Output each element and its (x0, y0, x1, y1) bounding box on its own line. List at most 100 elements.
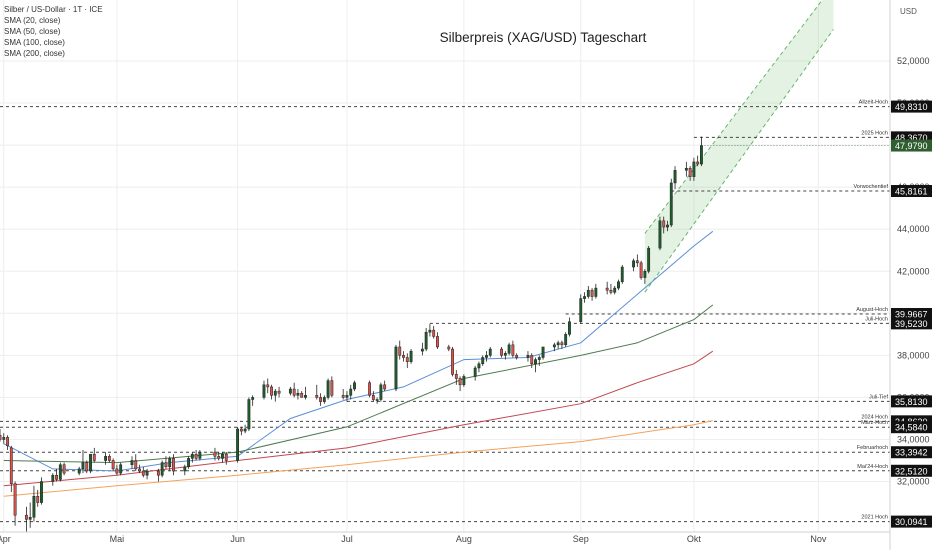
candle-body (609, 289, 613, 293)
candle (477, 361, 481, 373)
legend-sma-200: SMA (200, close) (4, 49, 65, 58)
level-tag-box (891, 446, 932, 459)
candle (383, 380, 387, 392)
candle-body (696, 161, 700, 165)
candle (2, 433, 6, 444)
candle-body (0, 435, 2, 440)
current-price-box (891, 139, 932, 152)
candle (236, 426, 240, 463)
candle-body (375, 399, 379, 401)
candle-body (613, 287, 617, 293)
candle-body (488, 348, 492, 356)
candle (9, 445, 13, 493)
candle (579, 294, 583, 324)
candle (164, 456, 168, 469)
candle (394, 344, 398, 392)
candle-body (262, 384, 266, 398)
candle-body (239, 428, 243, 432)
candle-body (658, 220, 662, 249)
candle-body (639, 262, 643, 278)
candle (405, 353, 409, 368)
x-tick-label: Jul (341, 534, 353, 544)
candle (51, 473, 55, 486)
axes (0, 0, 891, 550)
candle-body (115, 468, 119, 474)
candle (138, 464, 141, 474)
candle (590, 288, 594, 301)
candle (375, 397, 379, 404)
candle (447, 344, 451, 352)
candle-body (579, 298, 583, 322)
candle (398, 340, 402, 360)
channel-lower-line (644, 29, 834, 293)
x-tick-label: Mai (110, 534, 125, 544)
candle-body (428, 329, 432, 333)
candle-body (692, 161, 696, 177)
level-tag: 35,8130 (891, 395, 932, 408)
candle-body (77, 468, 81, 474)
candle (424, 328, 428, 352)
candle-body (560, 342, 564, 346)
candle-body (164, 462, 168, 468)
candle-body (511, 344, 515, 356)
candle-body (119, 464, 123, 474)
candle (534, 357, 537, 373)
level-tag: 32,5120 (891, 464, 932, 477)
candle-body (62, 464, 66, 474)
candle-body (266, 384, 270, 388)
candle-body (194, 453, 198, 459)
level-name: 2025 Hoch (861, 130, 888, 136)
candle (221, 452, 224, 463)
candle (669, 178, 673, 228)
candle (632, 258, 635, 272)
candle-body (462, 376, 466, 386)
candle (89, 453, 92, 474)
candle (639, 260, 643, 280)
candle (251, 395, 255, 406)
candle-body (662, 220, 666, 228)
x-tick-label: Okt (687, 534, 702, 544)
x-tick-label: Sep (573, 534, 589, 544)
level-name: 2021 Hoch (861, 515, 888, 521)
candle-body (353, 382, 356, 390)
candle (530, 353, 534, 368)
candle-body (168, 458, 172, 468)
candle-body (141, 470, 145, 476)
candle-body (643, 271, 647, 278)
candle-body (379, 384, 383, 400)
candle (315, 384, 319, 400)
candle (556, 340, 560, 350)
candle (511, 340, 515, 358)
candle (266, 378, 270, 394)
candle-body (9, 447, 13, 484)
candle (104, 452, 108, 465)
level-tag-box (891, 185, 932, 198)
candle (428, 323, 432, 337)
candle-body (243, 428, 247, 432)
candle-body (537, 357, 541, 360)
candle-body (436, 336, 439, 348)
y-tick-label: 44,0000 (897, 224, 930, 234)
candle (353, 380, 356, 392)
candle-body (40, 481, 43, 503)
candle (700, 136, 703, 167)
level-tag-value: 33,3942 (895, 448, 928, 458)
candle (643, 269, 647, 284)
level-tag-box (891, 395, 932, 408)
level-tag-box (891, 100, 932, 113)
candle (28, 502, 32, 528)
candle (515, 353, 519, 360)
candle-body (564, 334, 568, 346)
candle (85, 460, 89, 474)
candle-body (485, 355, 488, 358)
candle (409, 349, 413, 364)
candle-body (236, 428, 240, 461)
candle-body (647, 247, 651, 272)
candle-body (684, 167, 688, 171)
candle (156, 468, 160, 482)
channel-fill (644, 0, 834, 293)
level-name: 2024 Hoch (861, 414, 888, 420)
candle-body (89, 453, 92, 472)
candle (473, 365, 477, 381)
